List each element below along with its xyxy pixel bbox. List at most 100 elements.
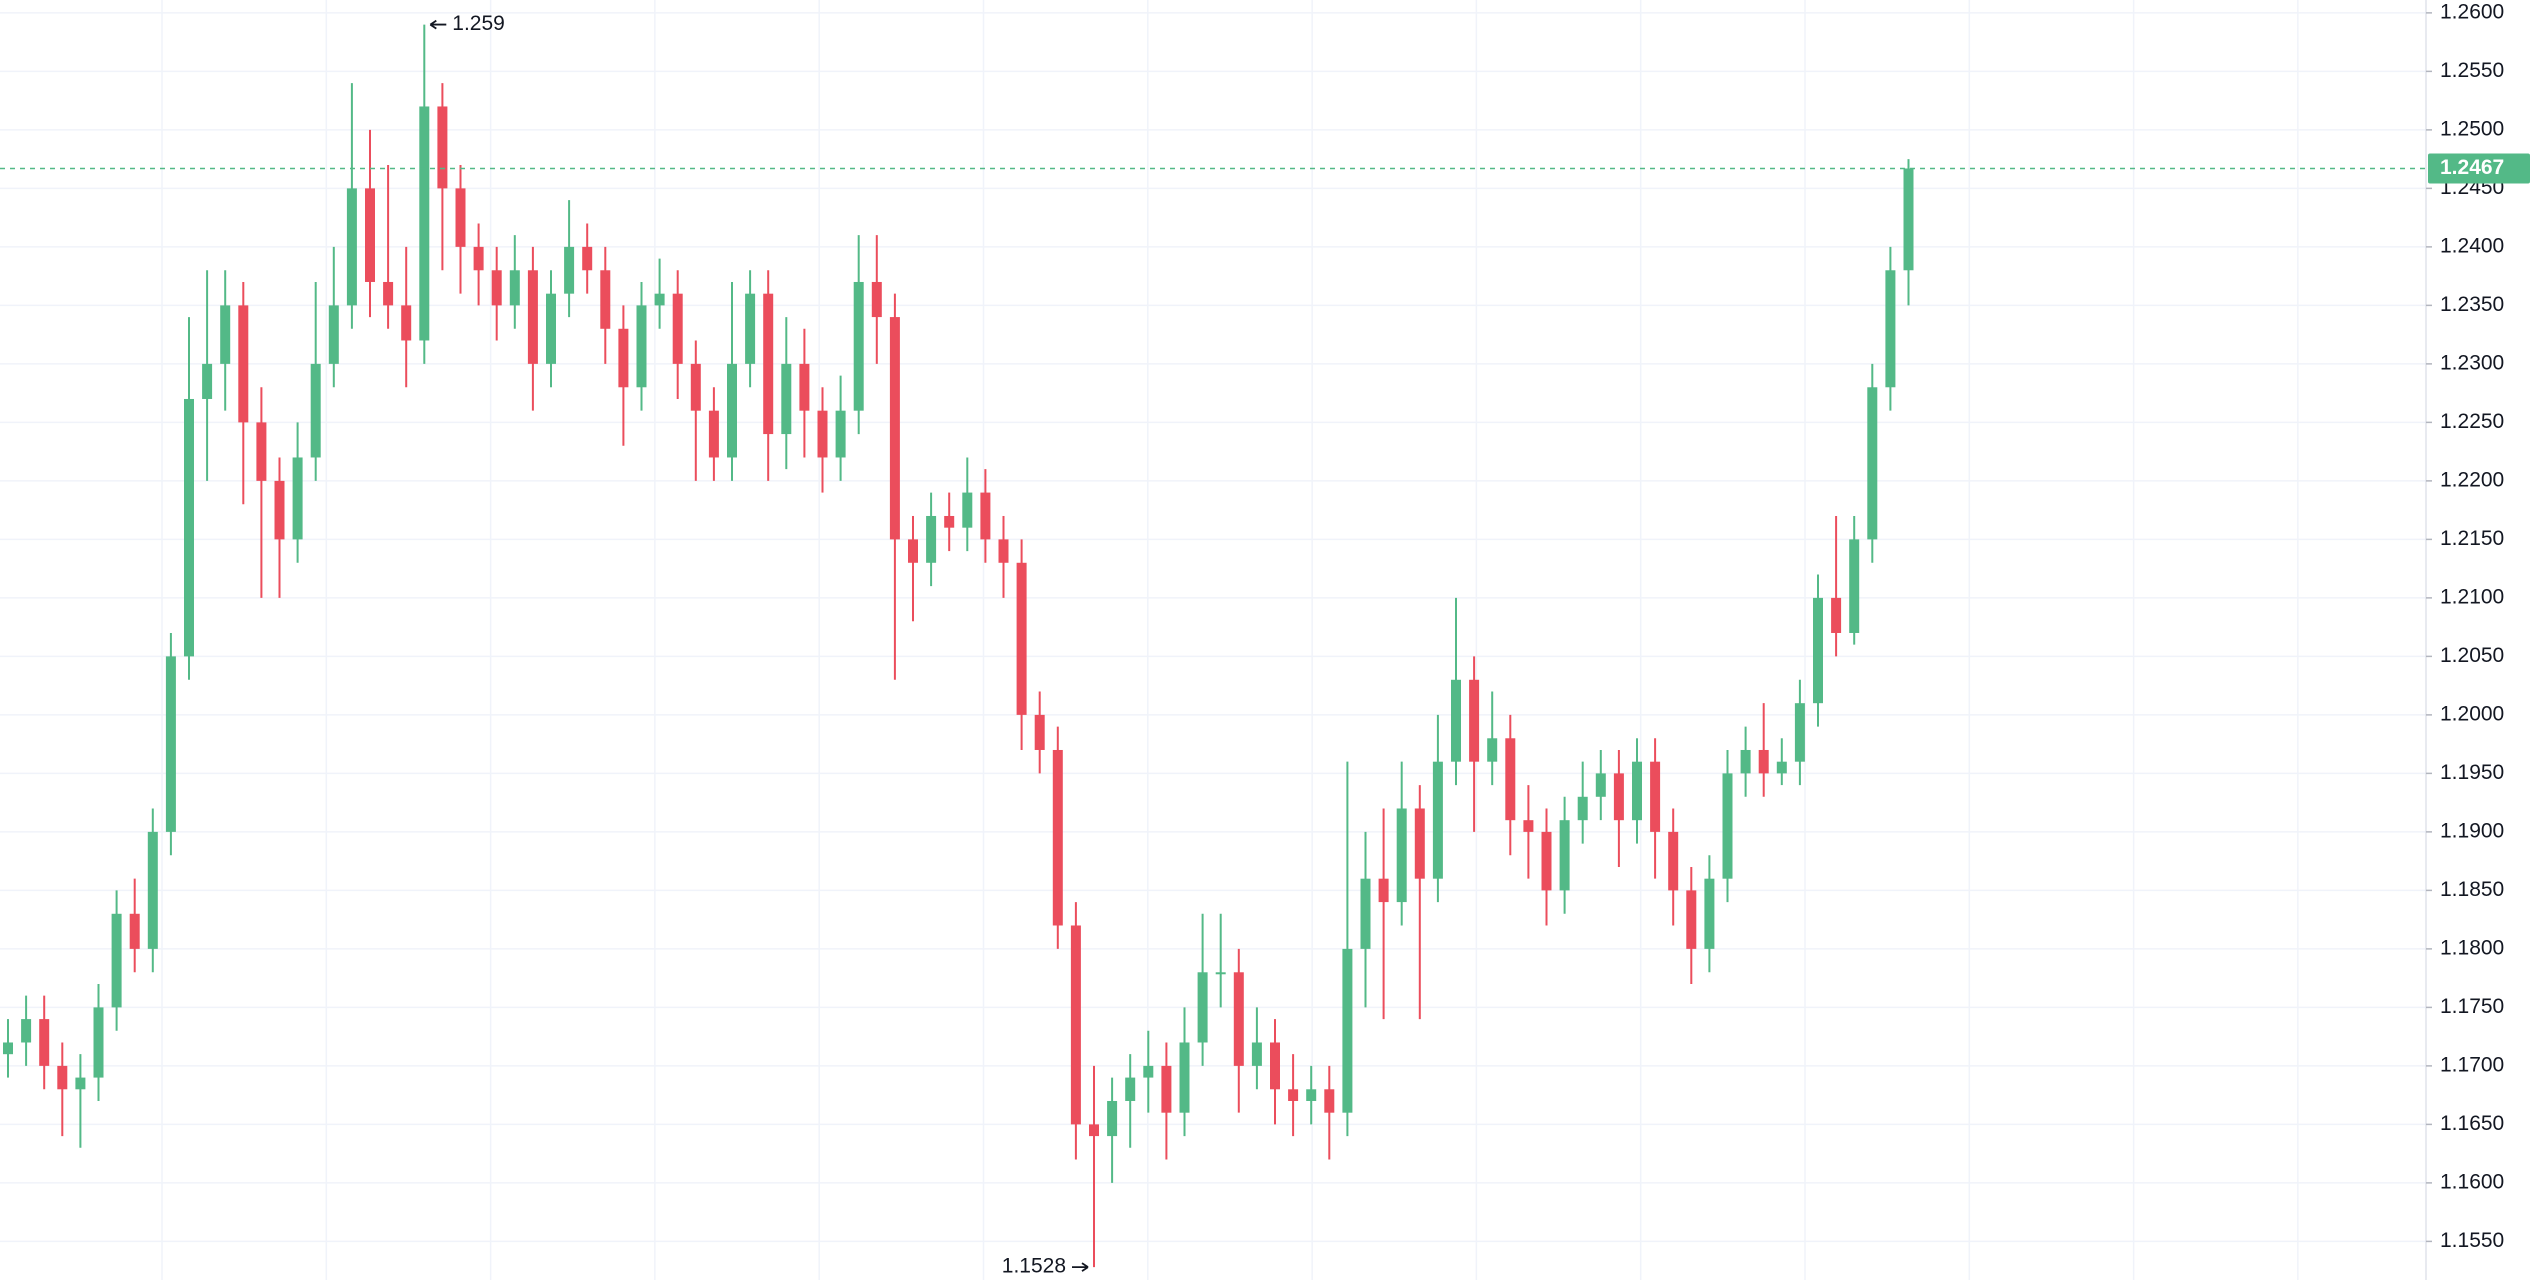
candle-body <box>1161 1065 1172 1113</box>
candle-body <box>1288 1089 1299 1101</box>
candle-body <box>274 480 285 540</box>
candle-body <box>1469 679 1480 762</box>
candle-body <box>256 422 267 481</box>
candle-body <box>328 305 339 364</box>
candle-body <box>165 656 176 832</box>
candle-body <box>455 188 466 247</box>
y-tick-label: 1.2300 <box>2440 351 2504 374</box>
candle-body <box>1034 714 1045 750</box>
candle-body <box>618 328 629 388</box>
y-tick-label: 1.2000 <box>2440 702 2504 725</box>
candle-body <box>600 270 611 329</box>
candle-body <box>1559 820 1570 891</box>
candle-body <box>926 515 937 563</box>
candle-body <box>1089 1124 1099 1137</box>
candle-body <box>57 1065 68 1090</box>
candle-body <box>799 363 810 411</box>
candle-body <box>654 293 665 306</box>
candle-body <box>672 293 683 364</box>
candle-body <box>202 363 213 399</box>
candle-body <box>1740 749 1751 774</box>
candle-body <box>763 293 774 435</box>
candle-body <box>1451 679 1461 762</box>
candle-body <box>853 281 864 411</box>
candle-body <box>1758 749 1769 774</box>
candle-body <box>1414 808 1425 879</box>
min-marker-label: 1.1528 <box>1002 1255 1066 1278</box>
candle-body <box>745 293 756 364</box>
candle-body <box>1776 761 1787 774</box>
candle-body <box>491 270 502 306</box>
last-price-label: 1.2467 <box>2440 156 2504 179</box>
y-tick-label: 1.1600 <box>2440 1170 2504 1193</box>
candle-body <box>419 106 430 341</box>
last-price-box <box>2428 153 2530 184</box>
candle-body <box>292 457 303 540</box>
candle-body <box>564 246 575 294</box>
candle-body <box>1360 878 1371 949</box>
candle-body <box>1306 1089 1317 1101</box>
y-tick-label: 1.1750 <box>2440 995 2504 1018</box>
candle-body <box>1577 796 1588 821</box>
y-tick-label: 1.1650 <box>2440 1112 2504 1135</box>
candle-body <box>708 410 719 458</box>
candle-body <box>980 492 991 540</box>
y-tick-label: 1.2400 <box>2440 234 2504 257</box>
candle-body <box>1052 749 1063 926</box>
candle-body <box>1070 925 1081 1125</box>
candle-body <box>1595 773 1606 797</box>
y-tick-label: 1.1700 <box>2440 1053 2504 1076</box>
candle-body <box>1885 270 1896 388</box>
max-marker-label: 1.259 <box>452 12 505 35</box>
candle-body <box>871 281 882 318</box>
y-tick-label: 1.2100 <box>2440 585 2504 608</box>
candle-body <box>346 188 357 306</box>
y-tick-label: 1.1550 <box>2440 1229 2504 1252</box>
candle-body <box>1813 597 1823 704</box>
candle-body <box>473 246 484 271</box>
y-tick-label: 1.1800 <box>2440 936 2504 959</box>
candle-body <box>1505 738 1516 821</box>
candle-body <box>1432 761 1443 879</box>
candle-body <box>437 106 448 189</box>
candle-body <box>781 363 792 435</box>
y-tick-label: 1.2050 <box>2440 644 2504 667</box>
candle-body <box>93 1007 104 1078</box>
candle-body <box>1016 562 1027 715</box>
candle-body <box>1378 878 1389 903</box>
candle-body <box>998 539 1009 563</box>
candle-body <box>1704 878 1715 949</box>
candle-body <box>889 317 900 540</box>
candle-body <box>1251 1042 1262 1066</box>
candle-body <box>383 281 394 306</box>
candle-body <box>1125 1077 1136 1101</box>
candle-body <box>147 831 158 949</box>
candle-body <box>636 305 647 388</box>
candle-body <box>184 398 194 657</box>
y-tick-label: 1.1900 <box>2440 819 2504 842</box>
candle-body <box>365 188 375 282</box>
candle-body <box>21 1019 32 1043</box>
candle-body <box>1197 972 1208 1043</box>
y-tick-label: 1.1950 <box>2440 761 2504 784</box>
y-tick-label: 1.2500 <box>2440 117 2504 140</box>
candle-body <box>129 913 140 949</box>
candle-body <box>1867 387 1878 540</box>
candle-body <box>1342 948 1353 1113</box>
candle-body <box>1487 738 1498 762</box>
candle-body <box>1270 1042 1280 1090</box>
y-tick-label: 1.2250 <box>2440 410 2504 433</box>
min-arrow <box>1072 1262 1089 1272</box>
candle-body <box>908 539 918 563</box>
candle-body <box>1179 1042 1190 1113</box>
candle-body <box>1107 1100 1118 1137</box>
candle-body <box>727 363 737 458</box>
candle-body <box>401 305 412 341</box>
candle-body <box>1143 1065 1154 1078</box>
candle-body <box>546 293 556 364</box>
candle-body <box>75 1077 86 1090</box>
candle-body <box>1541 831 1552 891</box>
candle-body <box>1668 831 1679 891</box>
